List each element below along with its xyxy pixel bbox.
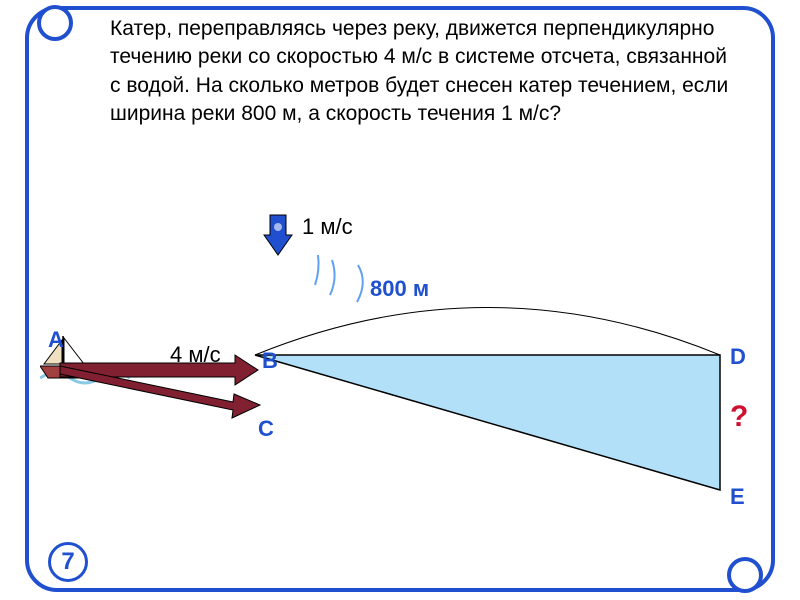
label-C: C — [258, 416, 274, 442]
page-number: 7 — [61, 548, 74, 576]
corner-swirl-tl — [37, 5, 73, 41]
problem-text: Катер, переправляясь через реку, движетс… — [110, 15, 730, 128]
question-mark: ? — [730, 400, 748, 434]
boat-speed-label: 4 м/с — [170, 342, 221, 368]
page-number-badge: 7 — [48, 542, 88, 582]
diagram-container: A B C D E 4 м/с 1 м/с 800 м ? — [40, 200, 760, 560]
width-arc — [255, 308, 720, 356]
corner-swirl-br — [727, 557, 763, 593]
label-B: B — [262, 348, 278, 374]
diagram-svg — [40, 200, 760, 560]
label-D: D — [730, 344, 746, 370]
label-A: A — [48, 327, 64, 353]
flow-speed-label: 1 м/с — [302, 214, 353, 240]
flow-marker — [264, 215, 292, 255]
river-width-label: 800 м — [370, 276, 429, 302]
label-E: E — [730, 484, 745, 510]
water-squiggles — [315, 255, 363, 302]
river-triangle — [255, 355, 720, 490]
